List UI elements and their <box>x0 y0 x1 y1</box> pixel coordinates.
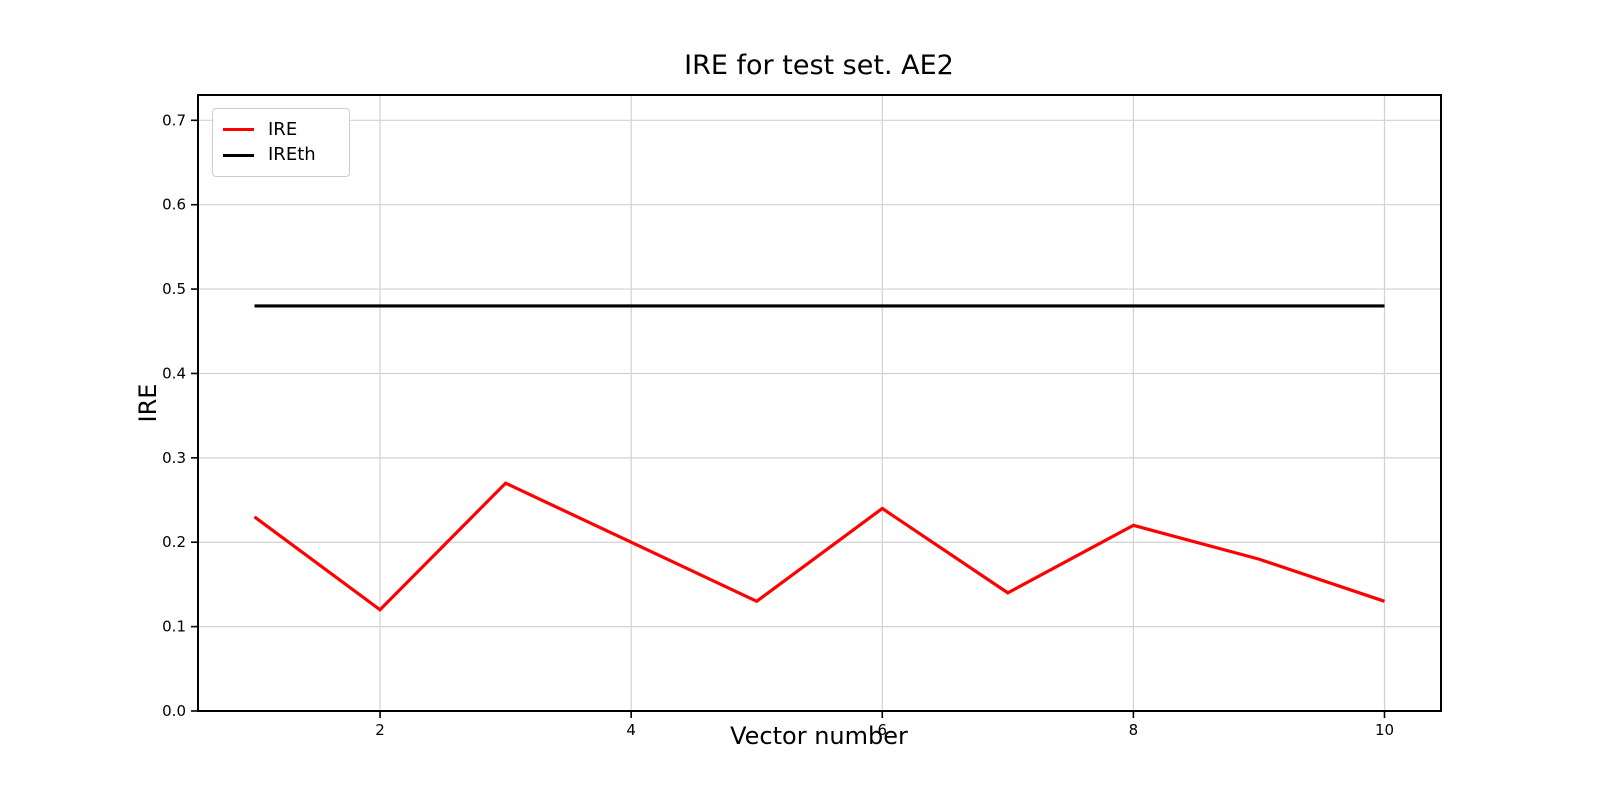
y-tick-label: 0.2 <box>162 533 186 551</box>
y-tick-label: 0.6 <box>162 196 186 214</box>
ireth-line-swatch <box>223 153 254 157</box>
chart-title: IRE for test set. AE2 <box>684 50 954 81</box>
y-tick-label: 0.4 <box>162 364 186 382</box>
y-axis-label: IRE <box>134 383 162 423</box>
ire-line <box>253 481 1386 612</box>
legend-label-ireth: IREth <box>268 144 316 166</box>
legend: IRE IREth <box>212 108 350 177</box>
x-axis-label: Vector number <box>730 722 908 750</box>
y-tick-label: 0.7 <box>162 111 186 129</box>
y-tick-label: 0.0 <box>162 702 186 720</box>
legend-label-ire: IRE <box>268 118 298 140</box>
x-tick-label: 4 <box>626 721 636 739</box>
y-tick-label: 0.5 <box>162 280 186 298</box>
plot-border <box>197 94 1442 712</box>
x-tick-label: 8 <box>1129 721 1139 739</box>
y-tick-label: 0.3 <box>162 449 186 467</box>
x-tick-label: 6 <box>878 721 888 739</box>
legend-item-ireth: IREth <box>223 146 339 164</box>
x-tick-label: 10 <box>1375 721 1394 739</box>
legend-item-ire: IRE <box>223 118 339 140</box>
ire-line-swatch <box>223 128 254 132</box>
y-tick-label: 0.1 <box>162 618 186 636</box>
x-tick-label: 2 <box>375 721 385 739</box>
